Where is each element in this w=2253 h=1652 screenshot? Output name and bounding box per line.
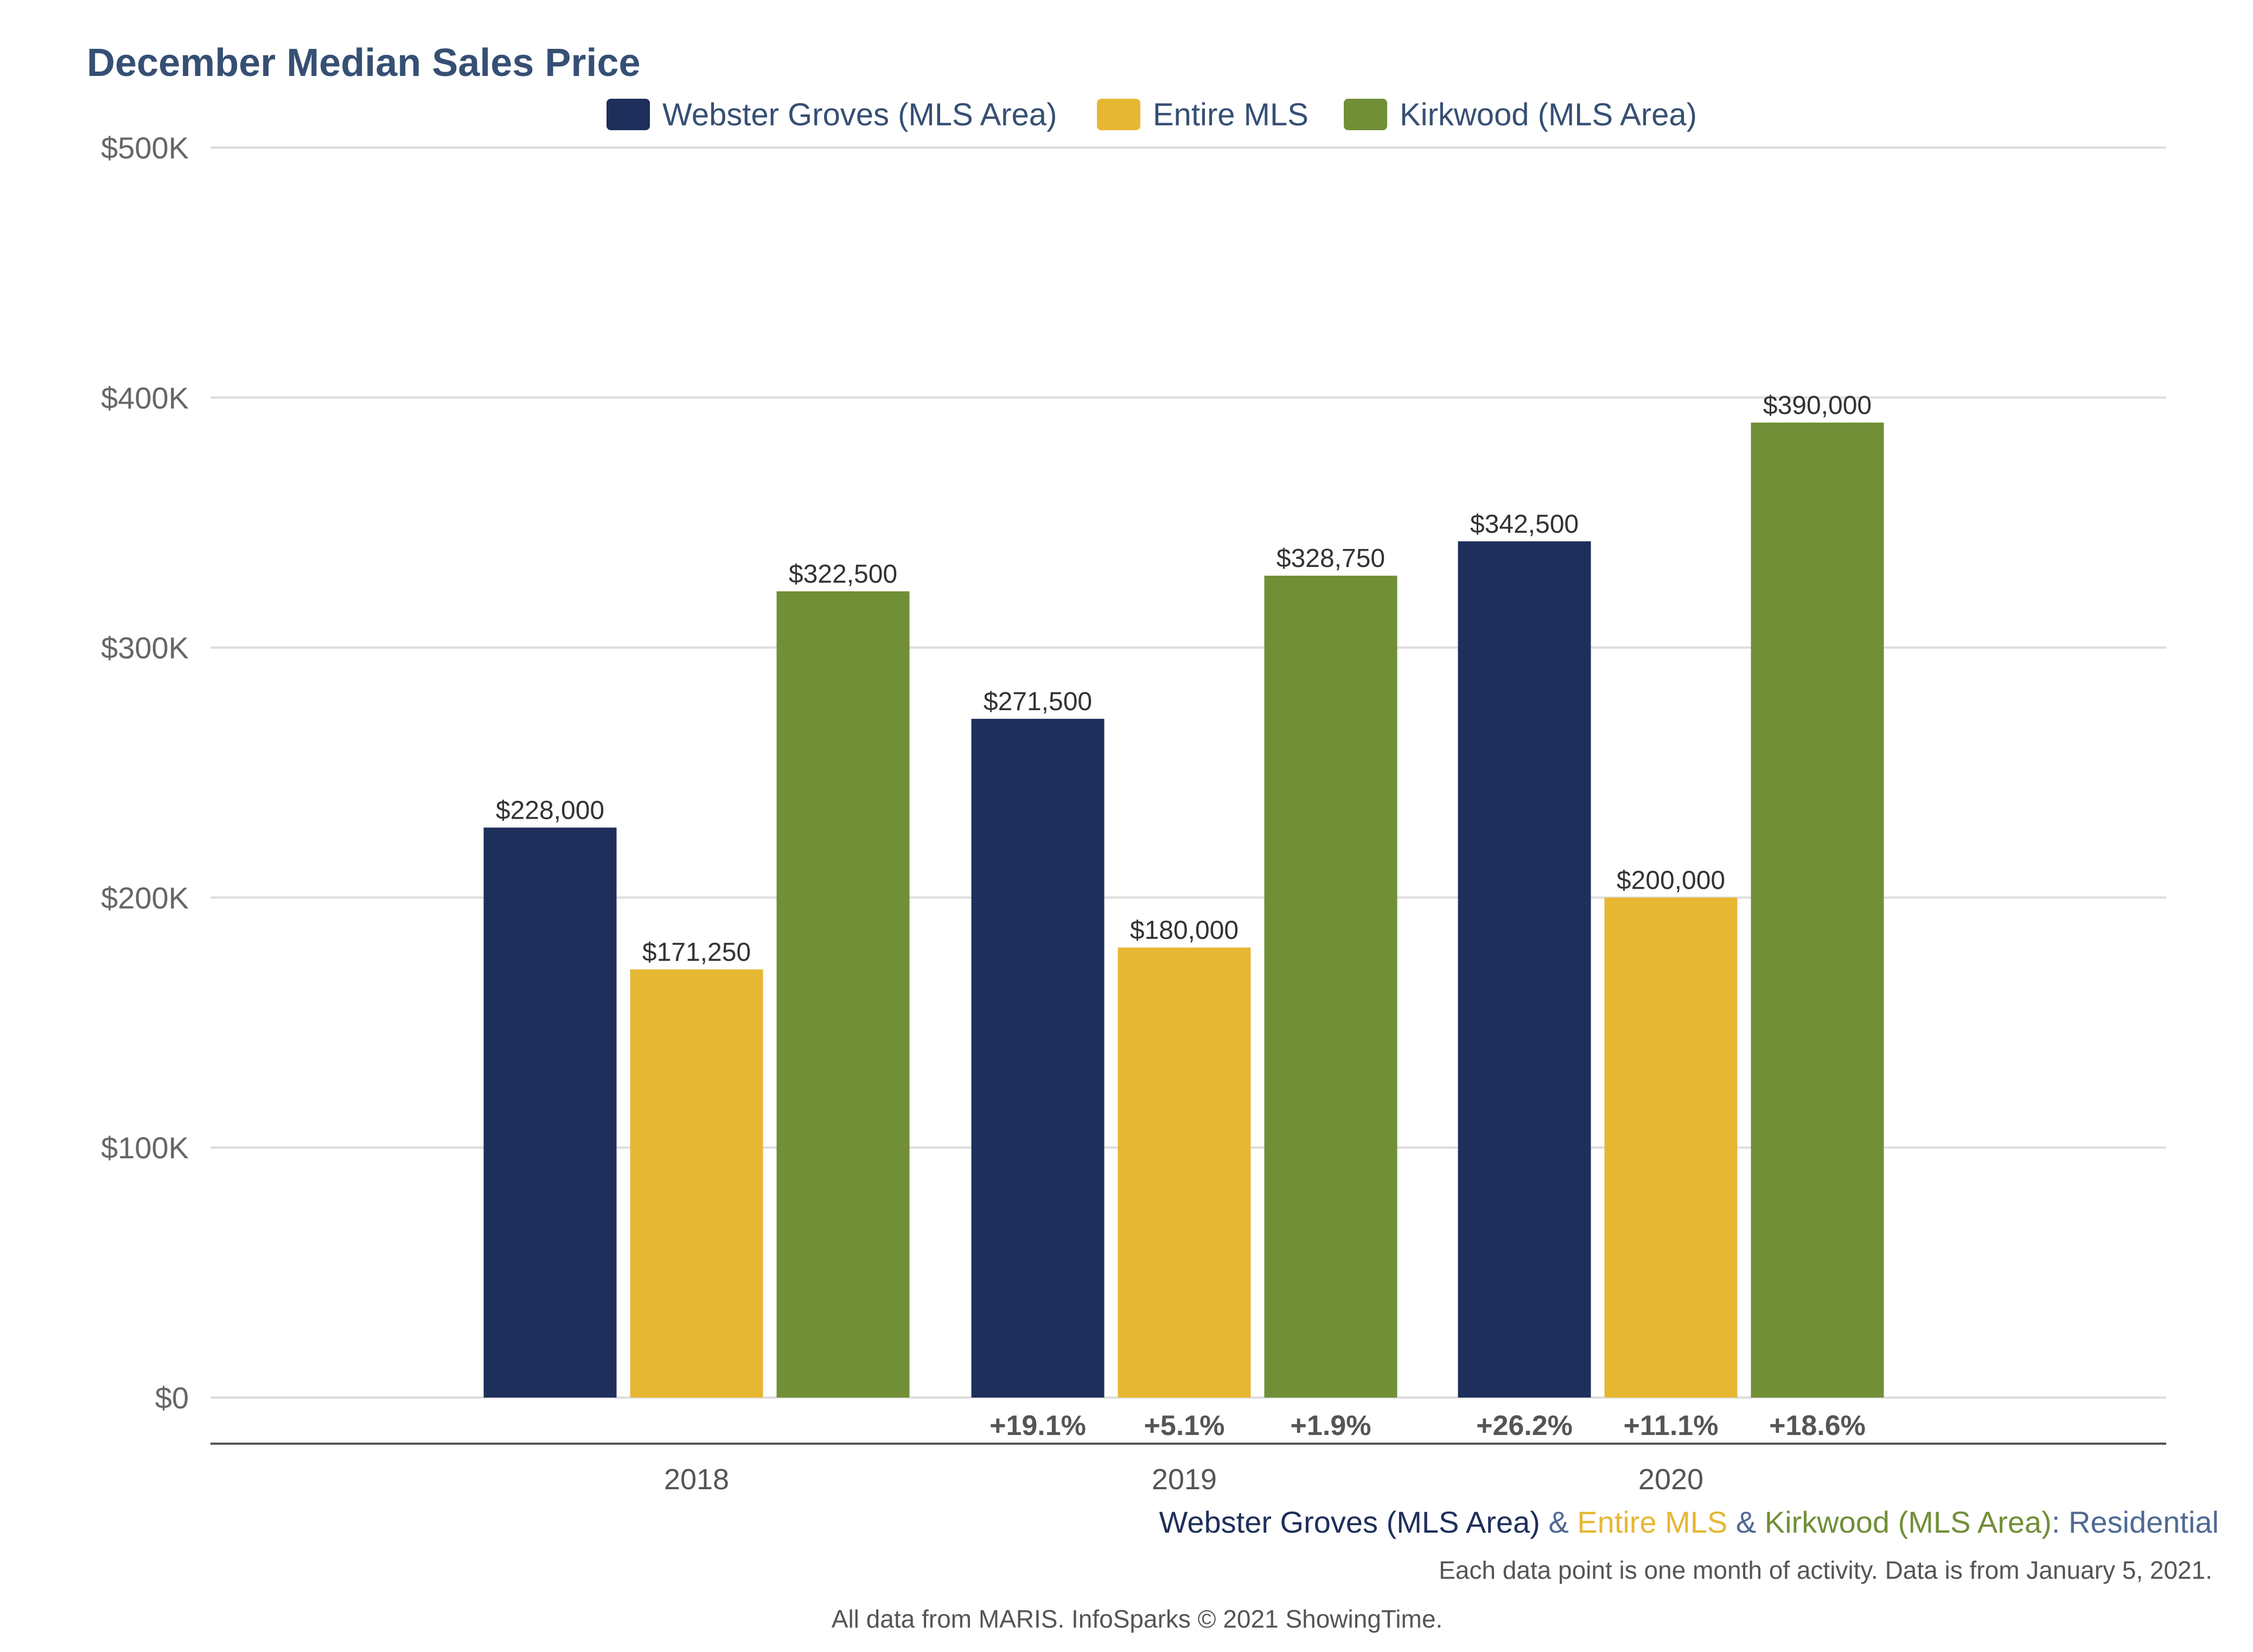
data-label: $322,500 <box>789 560 897 589</box>
bar <box>1604 897 1738 1398</box>
subtitle-part: & <box>1727 1505 1764 1539</box>
bars <box>483 422 1884 1398</box>
data-label: $390,000 <box>1763 391 1872 420</box>
change-label: +26.2% <box>1476 1410 1573 1441</box>
subtitle-part: : Residential <box>2052 1505 2219 1539</box>
bar <box>971 718 1105 1398</box>
legend: Webster Groves (MLS Area) Entire MLS Kirkw… <box>607 97 1697 132</box>
change-label: +5.1% <box>1144 1410 1225 1441</box>
legend-label: Entire MLS <box>1153 97 1309 132</box>
change-label: +18.6% <box>1769 1410 1866 1441</box>
bar <box>776 591 910 1398</box>
y-tick-label: $400K <box>101 381 189 415</box>
data-label: $228,000 <box>496 796 604 825</box>
legend-swatch <box>1344 99 1387 130</box>
y-tick-label: $500K <box>101 131 189 165</box>
y-tick-label: $300K <box>101 631 189 665</box>
legend-item[interactable]: Kirkwood (MLS Area) <box>1344 97 1697 132</box>
data-label: $171,250 <box>642 938 751 967</box>
x-tick-label: 2019 <box>1152 1463 1217 1496</box>
data-label: $180,000 <box>1130 916 1239 945</box>
legend-item[interactable]: Webster Groves (MLS Area) <box>607 97 1057 132</box>
subtitle-part: Webster Groves (MLS Area) <box>1159 1505 1540 1539</box>
chart-title: December Median Sales Price <box>87 41 641 85</box>
x-tick-label: 2018 <box>664 1463 729 1496</box>
data-label: $328,750 <box>1277 544 1385 573</box>
data-note: Each data point is one month of activity… <box>1439 1556 2212 1584</box>
legend-item[interactable]: Entire MLS <box>1097 97 1309 132</box>
data-label: $271,500 <box>984 687 1092 716</box>
subtitle-part: & <box>1540 1505 1577 1539</box>
legend-label: Kirkwood (MLS Area) <box>1400 97 1697 132</box>
y-tick-label: $0 <box>155 1381 189 1415</box>
credit-line: All data from MARIS. InfoSparks © 2021 S… <box>832 1605 1443 1633</box>
legend-swatch <box>1097 99 1140 130</box>
change-label: +1.9% <box>1291 1410 1371 1441</box>
legend-swatch <box>607 99 650 130</box>
legend-label: Webster Groves (MLS Area) <box>662 97 1057 132</box>
bar <box>1458 541 1591 1398</box>
data-label: $200,000 <box>1617 866 1725 895</box>
y-tick-label: $100K <box>101 1131 189 1165</box>
change-label: +11.1% <box>1624 1410 1719 1441</box>
y-axis: $0 $100K $200K $300K $400K $500K <box>101 131 189 1415</box>
y-tick-label: $200K <box>101 881 189 915</box>
chart-subtitle: Webster Groves (MLS Area) & Entire MLS &… <box>1159 1505 2219 1539</box>
bar <box>1751 422 1884 1398</box>
bar <box>630 969 763 1398</box>
bar <box>1118 947 1251 1398</box>
x-tick-label: 2020 <box>1638 1463 1703 1496</box>
x-axis: 2018 2019 2020 <box>664 1463 1703 1496</box>
bar <box>483 827 617 1398</box>
subtitle-part: Kirkwood (MLS Area) <box>1765 1505 2052 1539</box>
data-labels: $228,000 $171,250 $322,500 $271,500 $180,000… <box>496 391 1872 967</box>
change-labels: +19.1% +5.1% +1.9% +26.2% +11.1% +18.6% <box>990 1410 1866 1441</box>
data-label: $342,500 <box>1470 510 1579 539</box>
bar <box>1264 576 1397 1398</box>
change-label: +19.1% <box>990 1410 1086 1441</box>
subtitle-part: Entire MLS <box>1577 1505 1727 1539</box>
